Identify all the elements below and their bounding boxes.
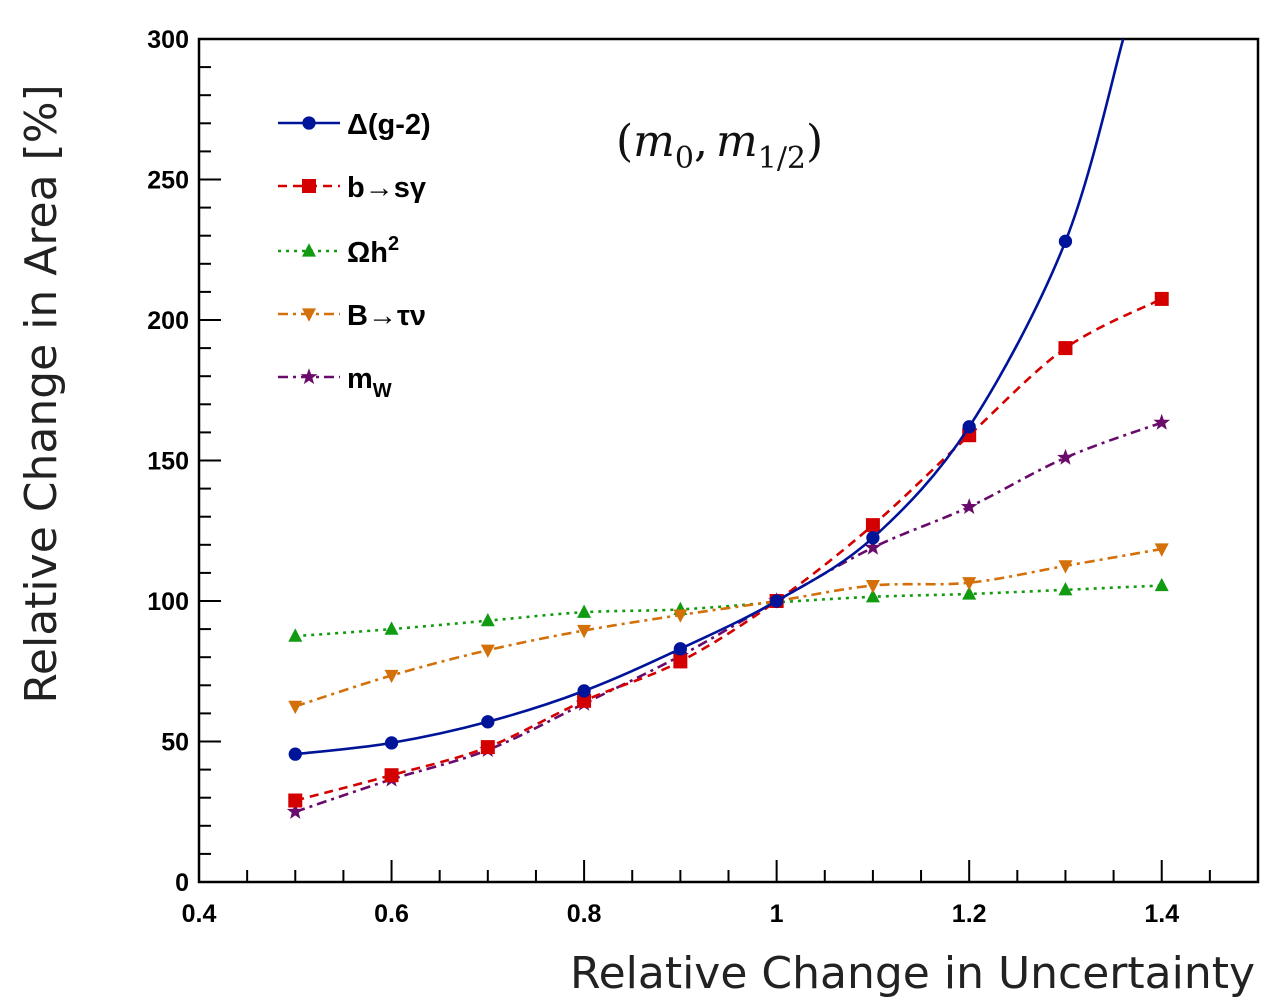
series-3 [288, 543, 1169, 715]
data-point [384, 768, 399, 783]
y-axis-title: Relative Change in Area [%] [16, 84, 67, 703]
series-4 [286, 413, 1171, 819]
annotation-open-paren: ( [616, 116, 633, 167]
data-point [866, 531, 880, 545]
x-tick-label: 1.4 [1144, 900, 1179, 928]
y-tick-label: 100 [147, 588, 189, 616]
data-point [962, 577, 977, 591]
data-point [1058, 582, 1073, 596]
annotation-close-paren: ) [806, 116, 823, 167]
data-point [1154, 291, 1169, 306]
legend-label: mW [347, 363, 392, 402]
y-tick-label: 0 [175, 869, 189, 897]
legend: Δ(g-2) b→sγ Ωh2 B→τν mW [278, 109, 431, 402]
data-point [384, 736, 399, 750]
y-tick-label: 50 [161, 729, 189, 757]
data-point [1057, 448, 1074, 465]
annotation-sub-half: 1/2 [758, 141, 806, 176]
series-layer [286, 38, 1171, 819]
annotation-m-half: m [716, 116, 758, 167]
series-line [294, 421, 1163, 814]
data-point [384, 669, 399, 684]
data-point [1058, 341, 1073, 356]
data-point [480, 644, 495, 658]
x-tick-label: 0.4 [182, 900, 217, 928]
parameter-annotation: (m0, m1/2) [616, 116, 823, 176]
legend-marker [302, 243, 316, 257]
data-point [480, 740, 495, 755]
legend-label: Ωh2 [347, 233, 399, 269]
legend-label: b→sγ [347, 172, 427, 204]
data-point [481, 715, 495, 729]
x-tick-label: 0.8 [567, 900, 602, 928]
legend-marker [302, 179, 316, 193]
data-point [286, 803, 304, 819]
data-point [865, 589, 880, 603]
data-point [1154, 543, 1169, 557]
data-point [288, 628, 303, 642]
legend-marker [302, 116, 316, 130]
series-0 [288, 38, 1125, 761]
data-point [962, 586, 977, 600]
data-point [673, 609, 688, 623]
y-tick-label: 250 [147, 167, 189, 195]
data-point [960, 498, 978, 514]
plot-frame [197, 37, 1260, 884]
x-axis-title: Relative Change in Uncertainty [570, 948, 1255, 999]
annotation-m0: m [633, 116, 675, 167]
data-point [673, 654, 688, 669]
data-point [288, 700, 303, 715]
series-line [294, 297, 1163, 802]
annotation-sub0: 0 [675, 141, 694, 176]
data-point [1058, 234, 1073, 248]
legend-marker [300, 368, 318, 385]
data-point [865, 518, 880, 533]
data-point [384, 621, 399, 635]
data-point [1153, 413, 1171, 430]
data-point [577, 684, 591, 698]
data-point [865, 579, 880, 594]
data-point [864, 538, 882, 555]
y-tick-label: 200 [147, 307, 189, 335]
data-point [577, 624, 592, 639]
data-point [288, 747, 302, 761]
data-point [577, 693, 592, 708]
data-point [1154, 577, 1169, 592]
data-point [480, 612, 495, 627]
y-tick-label: 150 [147, 448, 189, 476]
series-line [294, 547, 1162, 708]
x-tick-label: 1 [770, 900, 784, 928]
data-point [288, 793, 303, 808]
y-tick-label: 300 [147, 26, 189, 54]
data-point [1058, 560, 1073, 574]
legend-label: B→τν [347, 300, 426, 332]
data-point [673, 642, 688, 656]
annotation-comma: , [694, 116, 708, 167]
series-1 [288, 291, 1169, 808]
x-tick-label: 1.2 [952, 900, 987, 928]
legend-marker [302, 308, 316, 322]
series-line [295, 584, 1162, 638]
data-point [577, 604, 592, 618]
data-point [769, 594, 784, 608]
x-tick-label: 0.6 [374, 900, 409, 928]
legend-label: Δ(g-2) [347, 109, 431, 141]
tick-labels: 0.4 0.6 0.8 1 1.2 1.4 0 50 100 150 200 250 300 [147, 26, 1179, 928]
data-point [962, 420, 976, 434]
